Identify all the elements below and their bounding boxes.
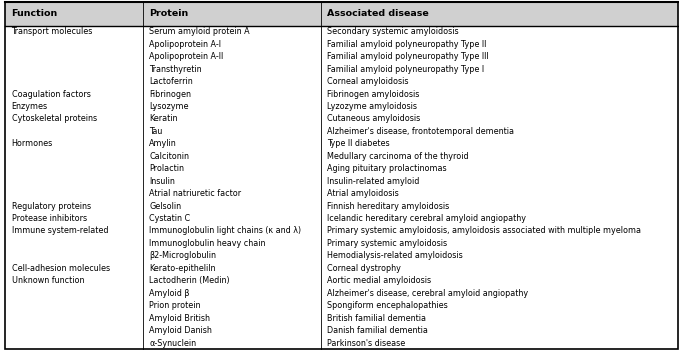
Text: Keratin: Keratin xyxy=(149,114,178,124)
Text: Type II diabetes: Type II diabetes xyxy=(327,139,390,148)
Text: Alzheimer's disease, frontotemporal dementia: Alzheimer's disease, frontotemporal deme… xyxy=(327,127,515,136)
Text: Parkinson's disease: Parkinson's disease xyxy=(327,338,406,347)
Bar xyxy=(5,287,678,299)
Text: Enzymes: Enzymes xyxy=(12,102,48,111)
Text: Kerato-epitheliln: Kerato-epitheliln xyxy=(149,264,216,273)
Text: Cytoskeletal proteins: Cytoskeletal proteins xyxy=(12,114,96,124)
Text: Medullary carcinoma of the thyroid: Medullary carcinoma of the thyroid xyxy=(327,152,469,161)
Bar xyxy=(5,337,678,349)
Text: Immune system-related: Immune system-related xyxy=(12,226,108,236)
Text: Amyloid β: Amyloid β xyxy=(149,289,190,298)
Bar xyxy=(5,51,678,63)
Text: Lysozyme: Lysozyme xyxy=(149,102,189,111)
Text: Atrial amyloidosis: Atrial amyloidosis xyxy=(327,189,399,198)
Text: Insulin-related amyloid: Insulin-related amyloid xyxy=(327,177,420,186)
Text: Familial amyloid polyneuropathy Type II: Familial amyloid polyneuropathy Type II xyxy=(327,40,487,49)
Text: Function: Function xyxy=(12,9,58,18)
Bar xyxy=(5,274,678,287)
Text: Protease inhibitors: Protease inhibitors xyxy=(12,214,87,223)
Text: Amylin: Amylin xyxy=(149,139,177,148)
Bar xyxy=(5,262,678,274)
Bar xyxy=(5,212,678,225)
Text: Immunoglobulin heavy chain: Immunoglobulin heavy chain xyxy=(149,239,265,248)
Text: Corneal amyloidosis: Corneal amyloidosis xyxy=(327,77,409,86)
Text: Icelandic hereditary cerebral amyloid angiopathy: Icelandic hereditary cerebral amyloid an… xyxy=(327,214,526,223)
Text: Primary systemic amyloidosis, amyloidosis associated with multiple myeloma: Primary systemic amyloidosis, amyloidosi… xyxy=(327,226,642,236)
Text: Transport molecules: Transport molecules xyxy=(12,27,93,37)
Text: Amyloid Danish: Amyloid Danish xyxy=(149,326,213,335)
Text: Fibrinogen amyloidosis: Fibrinogen amyloidosis xyxy=(327,90,420,99)
Text: Danish familial dementia: Danish familial dementia xyxy=(327,326,428,335)
Text: Aging pituitary prolactinomas: Aging pituitary prolactinomas xyxy=(327,164,447,173)
Bar xyxy=(5,100,678,113)
Text: α-Synuclein: α-Synuclein xyxy=(149,338,196,347)
Bar xyxy=(5,312,678,324)
Text: Primary systemic amyloidosis: Primary systemic amyloidosis xyxy=(327,239,447,248)
Bar xyxy=(5,187,678,200)
Bar xyxy=(5,125,678,138)
Text: Atrial natriuretic factor: Atrial natriuretic factor xyxy=(149,189,242,198)
Text: Cell-adhesion molecules: Cell-adhesion molecules xyxy=(12,264,109,273)
Bar xyxy=(5,26,678,38)
Text: Cutaneous amyloidosis: Cutaneous amyloidosis xyxy=(327,114,421,124)
Text: Hormones: Hormones xyxy=(12,139,53,148)
Text: Regulatory proteins: Regulatory proteins xyxy=(12,201,91,211)
Text: Serum amyloid protein A: Serum amyloid protein A xyxy=(149,27,250,37)
Text: Cystatin C: Cystatin C xyxy=(149,214,190,223)
Bar xyxy=(5,225,678,237)
Text: Spongiform encephalopathies: Spongiform encephalopathies xyxy=(327,301,448,310)
Bar xyxy=(5,138,678,150)
Text: Finnish hereditary amyloidosis: Finnish hereditary amyloidosis xyxy=(327,201,449,211)
Text: Familial amyloid polyneuropathy Type I: Familial amyloid polyneuropathy Type I xyxy=(327,65,485,74)
Text: Prion protein: Prion protein xyxy=(149,301,201,310)
Text: Calcitonin: Calcitonin xyxy=(149,152,189,161)
Bar xyxy=(5,324,678,337)
Bar xyxy=(5,75,678,88)
Text: Hemodialysis-related amyloidosis: Hemodialysis-related amyloidosis xyxy=(327,251,463,260)
Text: Transthyretin: Transthyretin xyxy=(149,65,202,74)
Text: Amyloid British: Amyloid British xyxy=(149,314,210,323)
Text: Corneal dystrophy: Corneal dystrophy xyxy=(327,264,401,273)
Bar xyxy=(5,299,678,312)
Text: Apolipoprotein A-I: Apolipoprotein A-I xyxy=(149,40,221,49)
Text: Alzheimer's disease, cerebral amyloid angiopathy: Alzheimer's disease, cerebral amyloid an… xyxy=(327,289,528,298)
Text: Prolactin: Prolactin xyxy=(149,164,184,173)
Text: Gelsolin: Gelsolin xyxy=(149,201,181,211)
Text: Unknown function: Unknown function xyxy=(12,276,84,285)
Text: Tau: Tau xyxy=(149,127,163,136)
Bar xyxy=(5,2,678,26)
Bar xyxy=(5,237,678,250)
Text: β2-Microglobulin: β2-Microglobulin xyxy=(149,251,217,260)
Text: Familial amyloid polyneuropathy Type III: Familial amyloid polyneuropathy Type III xyxy=(327,52,489,61)
Bar xyxy=(5,150,678,163)
Text: Associated disease: Associated disease xyxy=(327,9,429,18)
Text: Coagulation factors: Coagulation factors xyxy=(12,90,90,99)
Text: Insulin: Insulin xyxy=(149,177,175,186)
Bar xyxy=(5,163,678,175)
Bar xyxy=(5,38,678,51)
Bar xyxy=(5,88,678,100)
Bar xyxy=(5,113,678,125)
Bar xyxy=(5,200,678,212)
Text: Lactoferrin: Lactoferrin xyxy=(149,77,193,86)
Text: Apolipoprotein A-II: Apolipoprotein A-II xyxy=(149,52,223,61)
Text: Fibrinogen: Fibrinogen xyxy=(149,90,191,99)
Text: Secondary systemic amyloidosis: Secondary systemic amyloidosis xyxy=(327,27,459,37)
Text: Immunoglobulin light chains (κ and λ): Immunoglobulin light chains (κ and λ) xyxy=(149,226,301,236)
Bar xyxy=(5,175,678,187)
Text: Lyzozyme amyloidosis: Lyzozyme amyloidosis xyxy=(327,102,418,111)
Text: Protein: Protein xyxy=(149,9,189,18)
Bar xyxy=(5,250,678,262)
Text: Aortic medial amyloidosis: Aortic medial amyloidosis xyxy=(327,276,432,285)
Text: Lactodherin (Medin): Lactodherin (Medin) xyxy=(149,276,230,285)
Text: British familial dementia: British familial dementia xyxy=(327,314,426,323)
Bar xyxy=(5,63,678,75)
